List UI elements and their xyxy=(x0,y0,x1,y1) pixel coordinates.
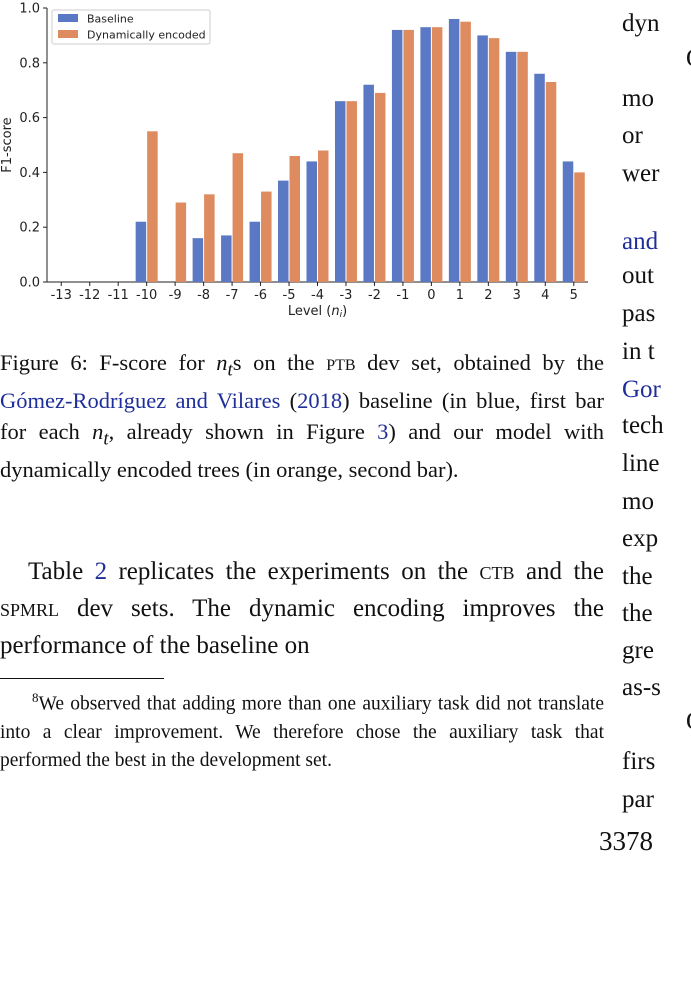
bar-baseline xyxy=(420,27,431,283)
legend-swatch xyxy=(58,30,78,38)
citation-year-link[interactable]: 2018 xyxy=(297,388,343,413)
bar-baseline xyxy=(562,161,574,282)
right-column-line: out xyxy=(622,262,654,289)
bar-dynamic xyxy=(346,101,357,282)
x-tick-label: -13 xyxy=(51,288,72,303)
x-tick-label: -3 xyxy=(339,288,352,303)
y-tick-label: 0.4 xyxy=(19,166,40,181)
right-column-line: firs xyxy=(622,748,656,775)
bar-dynamic xyxy=(488,38,500,282)
bar-baseline xyxy=(448,18,460,283)
x-tick-label: -2 xyxy=(368,288,381,303)
figure-ref-link[interactable]: 3 xyxy=(377,418,389,444)
bar-dynamic xyxy=(232,153,244,282)
x-tick-label: -11 xyxy=(108,288,129,303)
bar-baseline xyxy=(391,29,403,283)
bar-dynamic xyxy=(374,92,386,282)
right-column-line: pas xyxy=(622,300,656,327)
bar-dynamic xyxy=(545,81,557,282)
right-column-line: tech xyxy=(622,412,664,439)
bar-baseline xyxy=(477,35,488,283)
bar-baseline xyxy=(363,84,374,282)
right-column-line: the xyxy=(622,563,653,590)
x-tick-label: 1 xyxy=(456,288,464,303)
footnote-mark: 8 xyxy=(32,690,39,705)
citation-link[interactable]: Gómez-Rodríguez and Vilares xyxy=(0,388,281,413)
bar-baseline xyxy=(221,235,232,282)
x-tick-label: 3 xyxy=(513,288,521,303)
bar-baseline xyxy=(192,238,204,282)
right-column-line: line xyxy=(622,450,660,477)
legend-box xyxy=(51,9,211,45)
footnote-rule xyxy=(0,678,164,679)
x-tick-label: -5 xyxy=(283,288,296,303)
right-column-line: in t xyxy=(622,338,655,365)
y-tick-label: 0.2 xyxy=(19,221,40,236)
bar-baseline xyxy=(306,161,317,282)
y-tick-label: 0.8 xyxy=(19,56,40,71)
bar-dynamic xyxy=(318,150,329,282)
x-tick-label: -8 xyxy=(197,288,210,303)
right-column-line: or xyxy=(622,122,643,149)
bar-baseline xyxy=(334,101,346,282)
footnote: 8We observed that adding more than one a… xyxy=(0,690,604,771)
right-column-line: gre xyxy=(622,637,654,664)
bar-dynamic xyxy=(403,29,414,283)
bar-dynamic xyxy=(204,194,215,282)
bar-dynamic xyxy=(147,131,158,282)
legend-swatch xyxy=(58,14,78,22)
x-tick-label: -7 xyxy=(226,288,239,303)
right-column-line: the xyxy=(622,600,653,627)
bar-dynamic xyxy=(517,51,528,283)
figure-caption: Figure 6: F-score for nts on the ptb dev… xyxy=(0,350,604,482)
x-tick-label: 2 xyxy=(484,288,492,303)
x-tick-label: -9 xyxy=(169,288,182,303)
right-column-line: Gor xyxy=(622,376,661,403)
x-tick-label: 0 xyxy=(427,288,435,303)
bar-baseline xyxy=(278,180,289,282)
x-tick-label: -12 xyxy=(79,288,100,303)
body-paragraph: Table 2 replicates the experiments on th… xyxy=(0,558,605,659)
right-column-text: dyn Omo or wer and out pas in t Gor tech line mo exp… xyxy=(622,0,691,880)
legend-label: Dynamically encoded xyxy=(87,29,206,42)
right-column-line: dyn xyxy=(622,10,660,37)
y-tick-label: 1.0 xyxy=(19,2,40,17)
x-tick-label: -4 xyxy=(311,288,324,303)
right-column-line: and xyxy=(622,228,659,255)
bar-baseline xyxy=(135,221,147,282)
x-tick-label: -1 xyxy=(396,288,409,303)
x-tick-label: 4 xyxy=(541,288,549,303)
legend-label: Baseline xyxy=(87,13,134,26)
x-axis-label: Level (ni) xyxy=(288,304,347,320)
right-column-line: exp xyxy=(622,525,659,552)
y-tick-label: 0.6 xyxy=(19,111,40,126)
bar-baseline xyxy=(534,73,545,282)
y-tick-label: 0.0 xyxy=(19,276,40,291)
f1-bar-chart: 0.00.20.40.60.81.0-13 -12 -11 -10 -9 -8 -7 -6 -5… xyxy=(0,2,588,320)
table-ref-link[interactable]: 2 xyxy=(94,558,108,585)
page-number: 3378 xyxy=(599,826,653,856)
right-column-line: wer xyxy=(622,160,660,187)
bar-dynamic xyxy=(289,155,301,282)
y-axis-label: F1-score xyxy=(0,117,15,172)
right-column-line: mo xyxy=(622,85,654,112)
bar-dynamic xyxy=(261,191,272,282)
bar-dynamic xyxy=(574,172,585,282)
right-column-line: par xyxy=(622,786,654,813)
bar-baseline xyxy=(505,51,517,283)
right-column-line: O xyxy=(686,45,691,73)
bar-baseline xyxy=(249,221,261,282)
bar-dynamic xyxy=(431,27,443,283)
x-tick-label: 5 xyxy=(570,288,578,303)
right-column-line: as-s xyxy=(622,674,661,701)
right-column-line: O xyxy=(686,708,691,736)
bar-dynamic xyxy=(460,21,471,282)
x-tick-label: -6 xyxy=(254,288,267,303)
right-column-line: mo xyxy=(622,488,654,515)
x-tick-label: -10 xyxy=(136,288,157,303)
bar-dynamic xyxy=(175,202,187,282)
